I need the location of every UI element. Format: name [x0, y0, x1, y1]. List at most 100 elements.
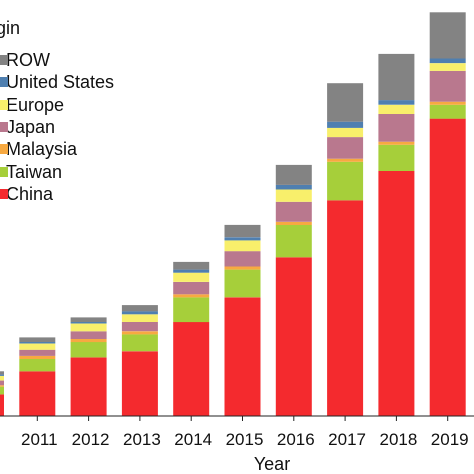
bar-malaysia-2017: [327, 158, 364, 162]
x-tick-label-2011: 2011: [21, 430, 58, 449]
bar-row-2016: [275, 164, 312, 185]
bar-taiwan-2017: [327, 161, 364, 201]
bar-row-2019: [429, 12, 466, 59]
bar-united-states-2015: [224, 237, 261, 241]
bars-group: [0, 12, 466, 416]
bar-japan-2012: [70, 331, 107, 339]
bar-row-2014: [173, 261, 210, 270]
bar-taiwan-2016: [275, 224, 312, 258]
bar-china-2019: [429, 118, 466, 416]
bar-japan-2018: [378, 114, 415, 142]
bar-row-2018: [378, 53, 415, 101]
bar-united-states-2016: [275, 184, 312, 190]
bar-china-2016: [275, 257, 312, 416]
bar-taiwan-2011: [19, 359, 56, 372]
legend-label: Malaysia: [6, 139, 78, 160]
legend-title: gin: [0, 18, 21, 38]
x-tick-label-2015: 2015: [226, 430, 264, 449]
bar-row-2010: [0, 371, 4, 375]
bar-japan-2016: [275, 201, 312, 222]
bar-china-2017: [327, 200, 364, 416]
bar-japan-2015: [224, 251, 261, 267]
bar-japan-2010: [0, 380, 4, 386]
legend-label: Japan: [6, 116, 56, 137]
legend-label: Europe: [6, 94, 65, 115]
bar-europe-2011: [19, 343, 56, 350]
legend-swatch: [0, 166, 8, 177]
bar-taiwan-2010: [0, 386, 4, 395]
bar-taiwan-2014: [173, 297, 210, 323]
legend-label: Taiwan: [6, 161, 63, 182]
legend-swatch: [0, 77, 8, 88]
bar-malaysia-2012: [70, 339, 107, 343]
bar-united-states-2013: [121, 311, 158, 315]
legend-item-row: ROW: [0, 50, 50, 71]
x-tick-label-2014: 2014: [174, 430, 212, 449]
bar-china-2013: [121, 351, 158, 416]
bar-row-2012: [70, 317, 107, 322]
x-tick-label-2012: 2012: [72, 430, 110, 449]
bar-row-2013: [121, 305, 158, 312]
bar-taiwan-2019: [429, 104, 466, 119]
legend-label: China: [6, 183, 54, 204]
bar-europe-2012: [70, 323, 107, 332]
legend-swatch: [0, 144, 8, 155]
bar-china-2012: [70, 357, 107, 416]
bar-europe-2010: [0, 375, 4, 381]
bar-taiwan-2013: [121, 334, 158, 352]
bar-united-states-2010: [0, 374, 4, 376]
legend-item-taiwan: Taiwan: [0, 161, 63, 183]
bar-europe-2018: [378, 104, 415, 114]
bar-europe-2014: [173, 272, 210, 282]
bar-malaysia-2013: [121, 331, 158, 335]
bar-united-states-2019: [429, 58, 466, 64]
legend-swatch: [0, 121, 8, 132]
x-tick-label-2018: 2018: [379, 430, 417, 449]
bar-japan-2014: [173, 282, 210, 295]
bar-taiwan-2018: [378, 144, 415, 171]
legend-item-china: China: [0, 183, 54, 205]
bar-europe-2013: [121, 314, 158, 322]
legend-swatch: [0, 99, 8, 110]
x-ticks-group: 0201120122013201420152016201720182019: [21, 416, 469, 449]
bar-china-2015: [224, 297, 261, 416]
bar-europe-2019: [429, 63, 466, 71]
bar-malaysia-2018: [378, 141, 415, 145]
bar-malaysia-2015: [224, 266, 261, 270]
bar-row-2015: [224, 224, 261, 238]
bar-malaysia-2014: [173, 294, 210, 298]
legend-swatch: [0, 55, 8, 65]
legend-label: United States: [6, 72, 115, 93]
x-tick-label-2013: 2013: [123, 430, 161, 449]
bar-china-2018: [378, 171, 415, 416]
bar-china-2011: [19, 371, 56, 416]
bar-japan-2017: [327, 137, 364, 159]
x-tick-label-2017: 2017: [328, 430, 366, 449]
bar-taiwan-2012: [70, 342, 107, 358]
bar-japan-2011: [19, 349, 56, 356]
x-axis-label: Year: [254, 454, 290, 474]
bar-japan-2013: [121, 322, 158, 332]
bar-europe-2015: [224, 240, 261, 252]
bar-malaysia-2019: [429, 101, 466, 105]
bar-row-2011: [19, 337, 56, 342]
bar-europe-2017: [327, 127, 364, 138]
bar-united-states-2012: [70, 322, 107, 324]
bar-china-2010: [0, 394, 4, 416]
legend-item-malaysia: Malaysia: [0, 139, 78, 160]
bar-japan-2019: [429, 70, 466, 102]
bar-europe-2016: [275, 189, 312, 202]
bar-malaysia-2011: [19, 355, 56, 359]
bar-united-states-2014: [173, 269, 210, 273]
x-tick-label-2016: 2016: [277, 430, 315, 449]
bar-taiwan-2015: [224, 269, 261, 298]
legend-item-europe: Europe: [0, 94, 65, 116]
legend-item-japan: Japan: [0, 116, 56, 138]
x-tick-label-2019: 2019: [431, 430, 469, 449]
legend-swatch: [0, 188, 8, 199]
bar-malaysia-2010: [0, 385, 4, 387]
bar-united-states-2011: [19, 342, 56, 344]
bar-united-states-2018: [378, 100, 415, 105]
bar-malaysia-2016: [275, 221, 312, 225]
